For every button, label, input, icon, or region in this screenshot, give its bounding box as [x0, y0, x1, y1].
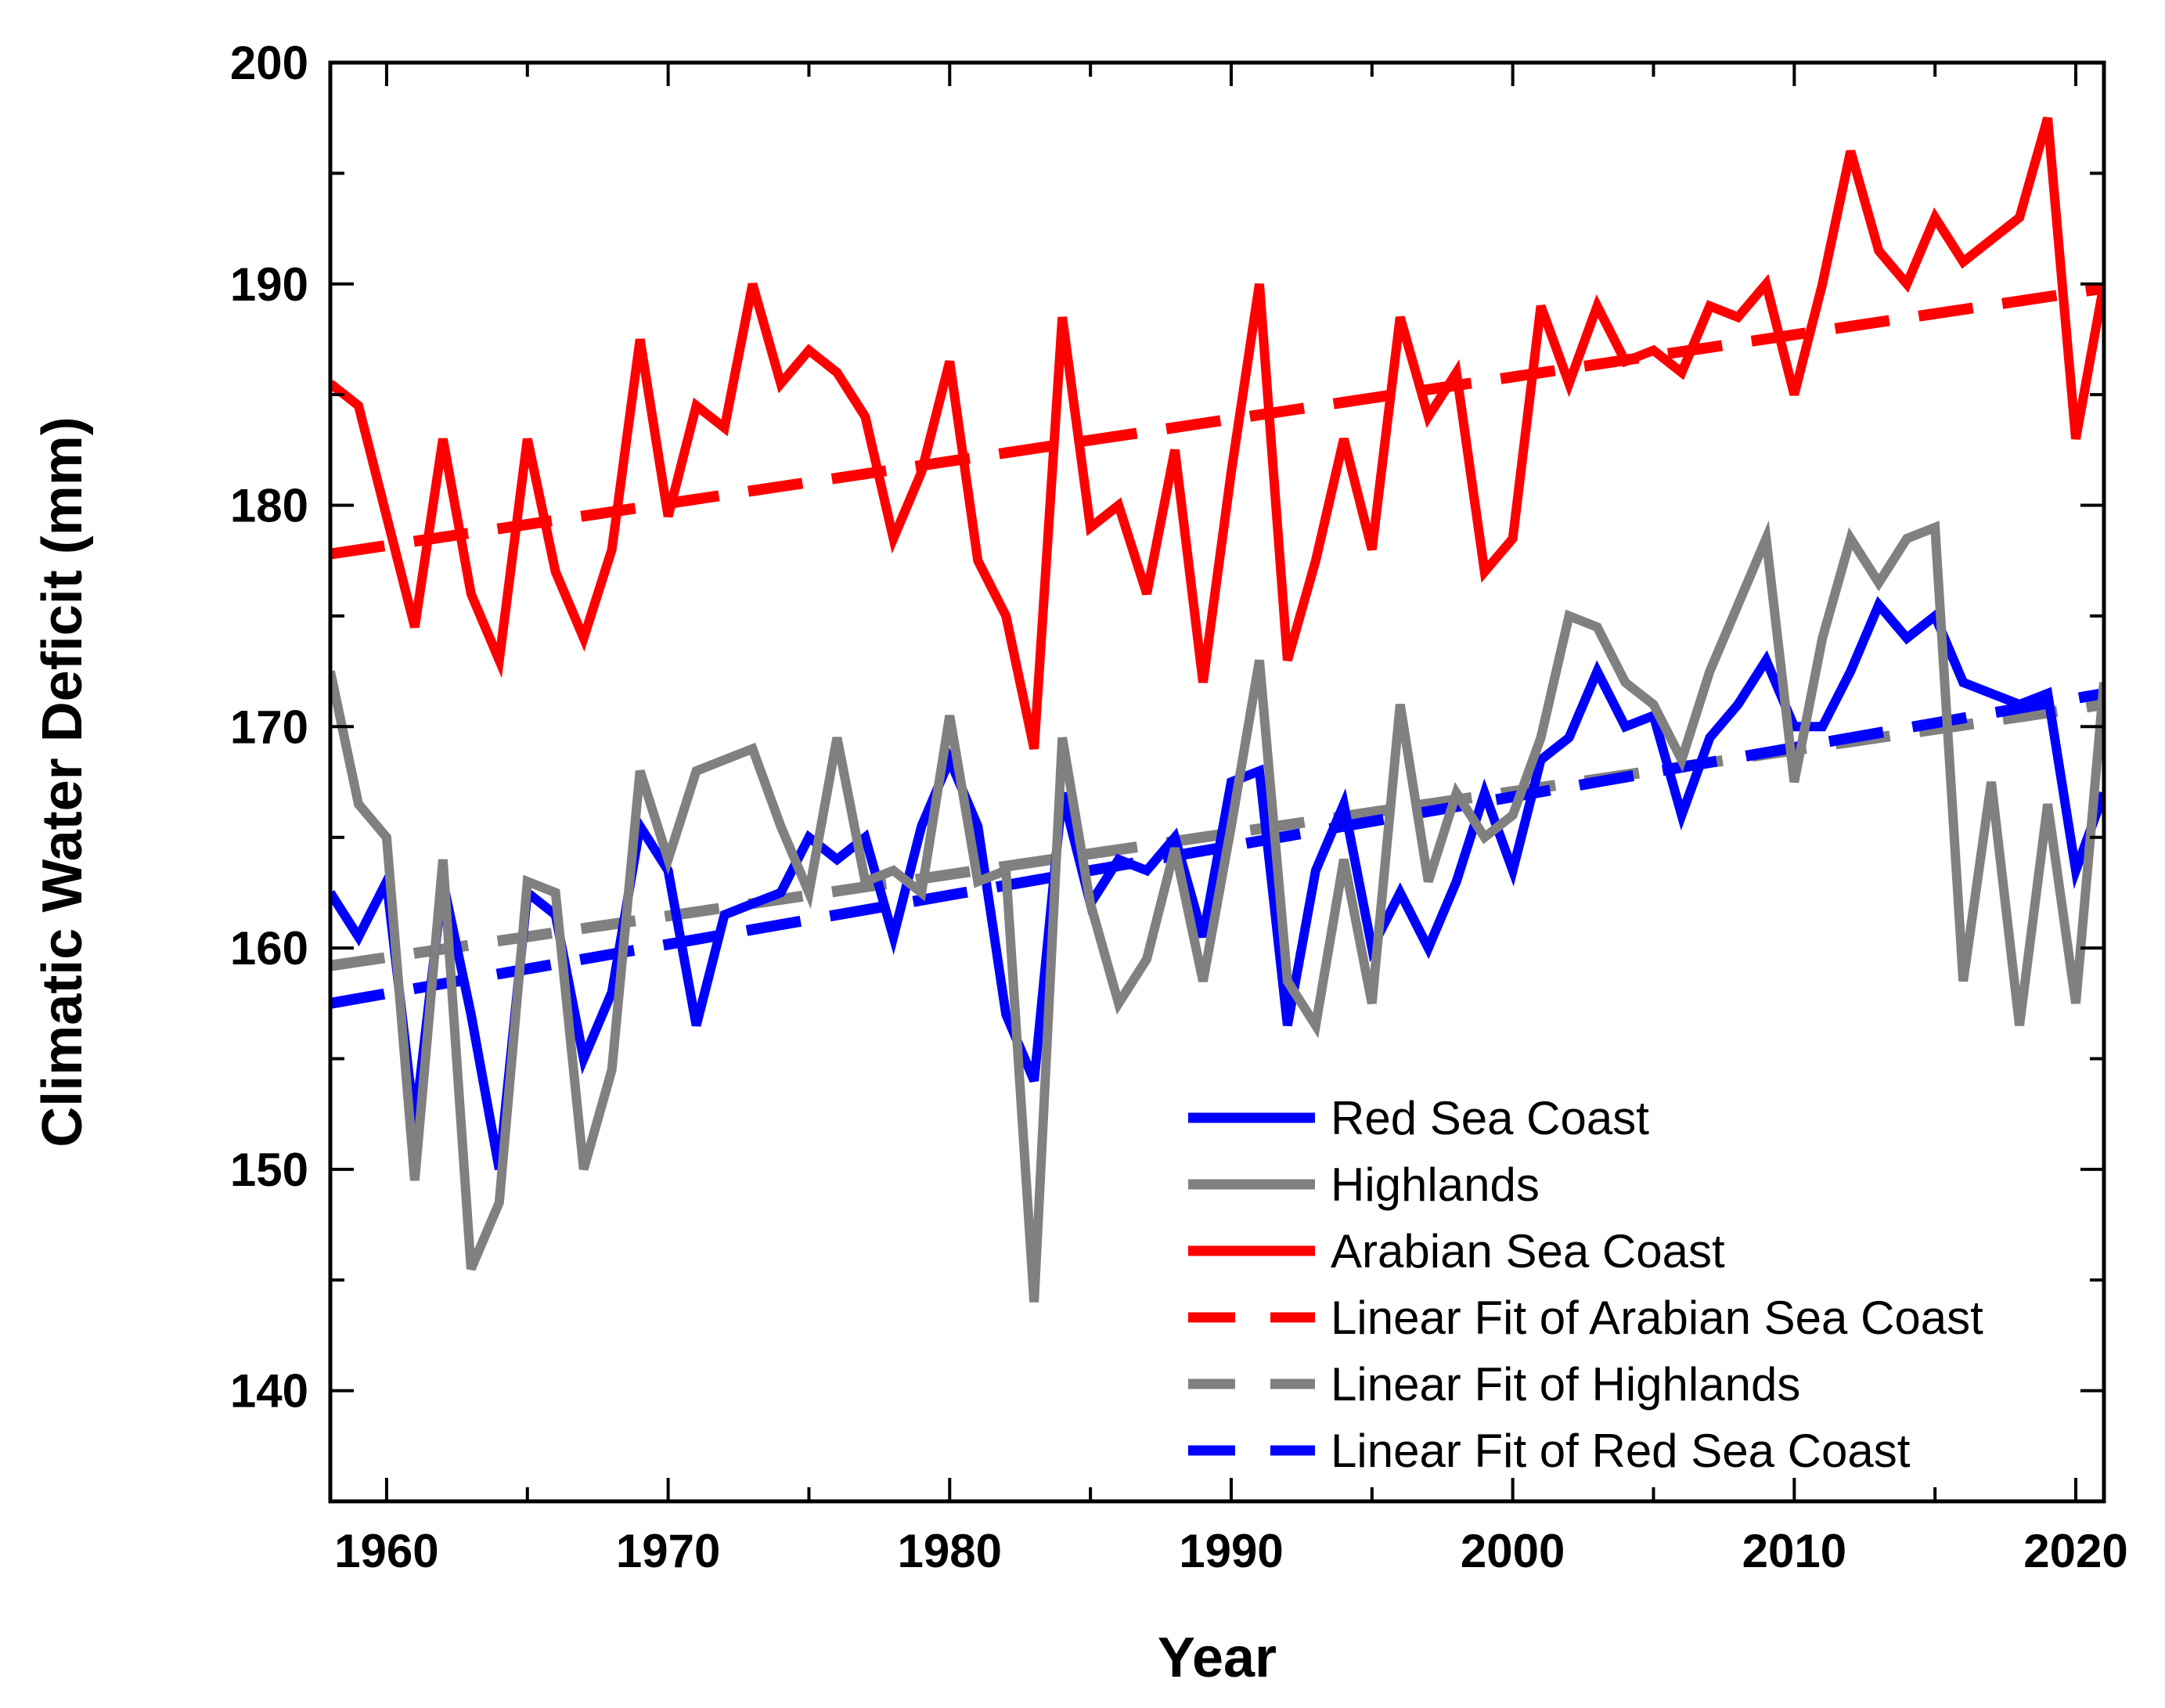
legend-label-highlands: Highlands	[1331, 1158, 1540, 1211]
y-tick-label: 190	[230, 258, 308, 311]
x-tick-label: 1980	[898, 1525, 1002, 1577]
legend: Red Sea Coast Highlands Arabian Sea Coast L…	[1188, 1092, 1983, 1477]
x-tick-label: 1970	[616, 1525, 720, 1577]
y-tick-label: 150	[230, 1144, 308, 1196]
legend-label-red-sea-coast: Red Sea Coast	[1331, 1092, 1649, 1144]
x-tick-label: 2020	[2023, 1525, 2127, 1577]
series-line-arabian-sea-coast	[330, 117, 2104, 750]
series-line-highlands	[330, 520, 2104, 1303]
legend-label-arabian-sea-coast: Arabian Sea Coast	[1331, 1225, 1725, 1277]
y-tick-label: 180	[230, 480, 308, 532]
plot-frame	[328, 60, 2106, 1504]
x-tick-label: 2010	[1742, 1525, 1846, 1577]
y-tick-label: 160	[230, 922, 308, 975]
x-axis-title: Year	[1158, 1627, 1277, 1689]
y-tick-label: 170	[230, 701, 308, 753]
legend-label-linear-fit-of-arabian-sea-coast: Linear Fit of Arabian Sea Coast	[1331, 1292, 1983, 1344]
legend-label-linear-fit-of-highlands: Linear Fit of Highlands	[1331, 1358, 1800, 1411]
series-layer	[330, 117, 2104, 1303]
x-tick-label: 2000	[1461, 1525, 1565, 1577]
x-tick-label: 1990	[1179, 1525, 1283, 1577]
ticks-layer: 1960 1970 1980 1990 2000 2010 2020 140 150 160 170…	[230, 37, 2128, 1577]
y-tick-label: 200	[230, 37, 308, 89]
legend-label-linear-fit-of-red-sea-coast: Linear Fit of Red Sea Coast	[1331, 1425, 1911, 1477]
y-axis-title: Climatic Water Deficit (mm)	[31, 416, 94, 1148]
x-tick-label: 1960	[334, 1525, 438, 1577]
series-line-linear-fit-of-arabian-sea-coast	[330, 283, 2104, 560]
y-tick-label: 140	[230, 1365, 308, 1418]
